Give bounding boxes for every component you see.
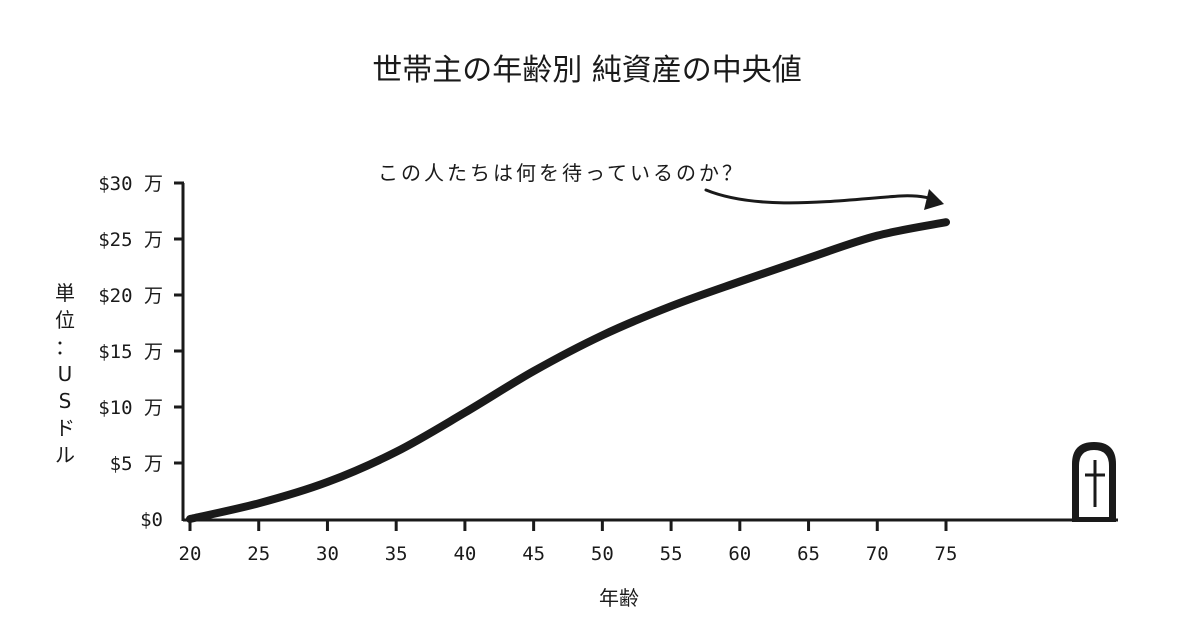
x-tick-label: 50	[591, 543, 614, 565]
data-point	[392, 448, 400, 456]
y-axis-label-char: ル	[55, 443, 75, 467]
x-tick-label: 40	[453, 543, 476, 565]
y-ticks: $0 $5 万 $10 万 $15 万 $20 万 $25 万 $30 万	[98, 173, 184, 531]
y-tick-label: $10 万	[98, 397, 163, 419]
annotation-arrow	[704, 188, 942, 205]
data-point	[598, 331, 606, 339]
x-tick-label: 20	[179, 543, 202, 565]
x-tick-label: 65	[797, 543, 820, 565]
x-tick-label: 35	[385, 543, 408, 565]
data-point	[323, 478, 331, 486]
y-tick-label: $15 万	[98, 341, 163, 363]
data-point	[530, 367, 538, 375]
y-axis-label-char: S	[59, 389, 72, 413]
tombstone-cross-icon	[1072, 441, 1116, 522]
y-tick-label: $30 万	[98, 173, 163, 195]
x-ticks: 20 25 30 35 40 45 50 55 60 65 70 75	[179, 520, 958, 565]
data-point	[461, 409, 469, 417]
series-line	[186, 218, 950, 523]
y-tick-label: $20 万	[98, 285, 163, 307]
x-tick-label: 70	[866, 543, 889, 565]
x-tick-label: 45	[522, 543, 545, 565]
series	[186, 218, 950, 523]
y-axis-label-char: ：	[55, 335, 75, 359]
x-tick-label: 30	[316, 543, 339, 565]
data-point	[873, 232, 881, 240]
y-tick-label: $0	[140, 509, 163, 531]
x-axis-label: 年齢	[599, 586, 639, 610]
data-point	[667, 302, 675, 310]
data-point	[942, 218, 950, 226]
y-axis-label-char: ド	[55, 416, 75, 440]
y-tick-label: $5 万	[110, 453, 163, 475]
data-point	[255, 499, 263, 507]
y-axis-label-char: 位	[55, 308, 75, 332]
y-tick-label: $25 万	[98, 229, 163, 251]
x-tick-label: 55	[660, 543, 683, 565]
annotation-arrowhead	[924, 189, 944, 210]
x-tick-label: 60	[728, 543, 751, 565]
data-point	[805, 254, 813, 262]
annotation-text: この人たちは何を待っているのか？	[378, 161, 745, 185]
data-point	[736, 278, 744, 286]
x-tick-label: 75	[935, 543, 958, 565]
data-point	[186, 515, 194, 523]
y-axis-label-char: 単	[55, 281, 75, 305]
x-tick-label: 25	[247, 543, 270, 565]
y-axis-label-char: U	[58, 362, 73, 386]
chart-title: 世帯主の年齢別 純資産の中央値	[372, 53, 802, 88]
